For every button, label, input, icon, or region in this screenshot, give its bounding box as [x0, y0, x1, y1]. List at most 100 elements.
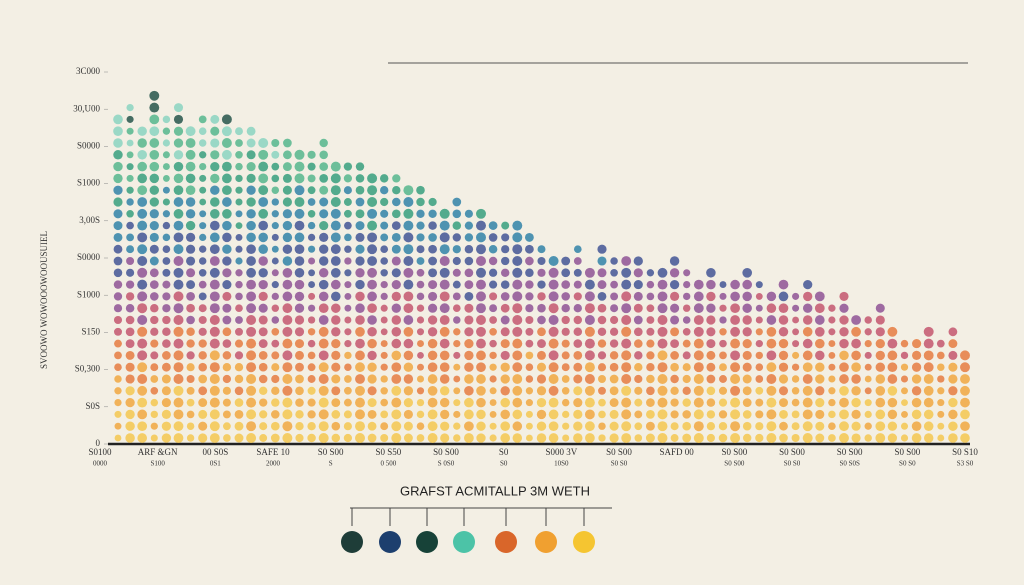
dot	[864, 316, 872, 324]
dot	[923, 374, 934, 384]
dot	[271, 138, 280, 148]
dot	[126, 163, 134, 171]
dot	[126, 233, 134, 242]
dot-column	[960, 350, 970, 443]
dot	[464, 374, 474, 384]
dot	[307, 221, 316, 230]
dot	[428, 197, 437, 207]
x-tick-label: S0 S00	[894, 447, 920, 457]
x-tick-label: S0 S00	[433, 447, 459, 457]
dot	[198, 115, 207, 124]
dot	[126, 256, 135, 266]
dot	[246, 326, 257, 337]
dot-column	[948, 327, 958, 443]
dot	[464, 280, 474, 289]
dot	[573, 292, 582, 301]
dot	[149, 161, 160, 172]
dot	[416, 422, 425, 430]
dot	[562, 422, 570, 430]
dot	[766, 303, 777, 313]
dot	[137, 220, 148, 231]
dot	[198, 362, 207, 372]
dot	[380, 245, 389, 254]
dot	[282, 267, 293, 278]
dot	[693, 279, 704, 290]
dot	[271, 210, 279, 218]
dot	[331, 433, 341, 443]
dot	[246, 397, 257, 408]
dot	[453, 363, 461, 371]
dot	[391, 303, 401, 313]
dot	[453, 399, 461, 407]
dot	[331, 398, 341, 407]
dot	[960, 421, 970, 432]
dot	[258, 386, 268, 396]
dot	[137, 267, 148, 278]
dot	[367, 362, 377, 372]
dot	[960, 374, 970, 384]
dot	[839, 362, 849, 373]
dot	[162, 174, 170, 182]
dot	[584, 374, 595, 384]
dot	[344, 339, 352, 348]
dot	[573, 433, 583, 443]
dot	[282, 338, 293, 349]
dot	[453, 422, 461, 430]
dot	[416, 280, 425, 289]
dot	[573, 268, 582, 277]
dot	[839, 385, 849, 396]
dot	[344, 281, 352, 289]
dot	[173, 150, 184, 160]
dot	[319, 232, 329, 243]
dot	[150, 410, 158, 419]
dot	[282, 315, 293, 325]
x-tick-sublabel: S	[329, 460, 333, 468]
dot	[355, 162, 365, 171]
dot	[307, 398, 316, 407]
dot	[875, 421, 886, 432]
dot	[923, 409, 934, 420]
dot	[319, 197, 329, 207]
dot	[779, 398, 788, 408]
dot	[173, 114, 184, 124]
dot	[875, 397, 886, 408]
dot	[173, 279, 184, 290]
dot	[367, 208, 378, 219]
dot	[453, 387, 461, 395]
dot-column	[682, 269, 692, 443]
dot	[900, 375, 909, 383]
dot-column	[839, 291, 849, 443]
dot	[221, 149, 232, 160]
dot	[537, 327, 546, 337]
dot	[464, 221, 474, 230]
dot	[258, 256, 268, 266]
dot-column	[209, 114, 220, 443]
dot	[391, 327, 402, 337]
dot	[621, 374, 632, 384]
legend-item	[341, 508, 363, 553]
dot	[792, 292, 800, 300]
dot	[948, 350, 958, 360]
dot	[900, 339, 909, 348]
dot	[537, 303, 546, 313]
dot	[235, 304, 243, 313]
dot	[271, 186, 280, 194]
dot	[428, 291, 438, 301]
dot	[719, 375, 727, 383]
dot	[584, 279, 595, 290]
dot	[222, 303, 232, 313]
dot	[440, 421, 450, 431]
dot	[634, 351, 643, 360]
dot	[937, 410, 945, 418]
dot	[584, 338, 595, 349]
dot	[185, 149, 196, 160]
dot	[937, 399, 945, 407]
dot	[235, 139, 243, 147]
dot	[803, 279, 813, 290]
dot	[464, 303, 474, 313]
dot	[489, 363, 497, 371]
dot	[223, 434, 231, 442]
dot	[464, 244, 474, 254]
dot	[512, 385, 523, 396]
dot-column	[778, 279, 789, 443]
